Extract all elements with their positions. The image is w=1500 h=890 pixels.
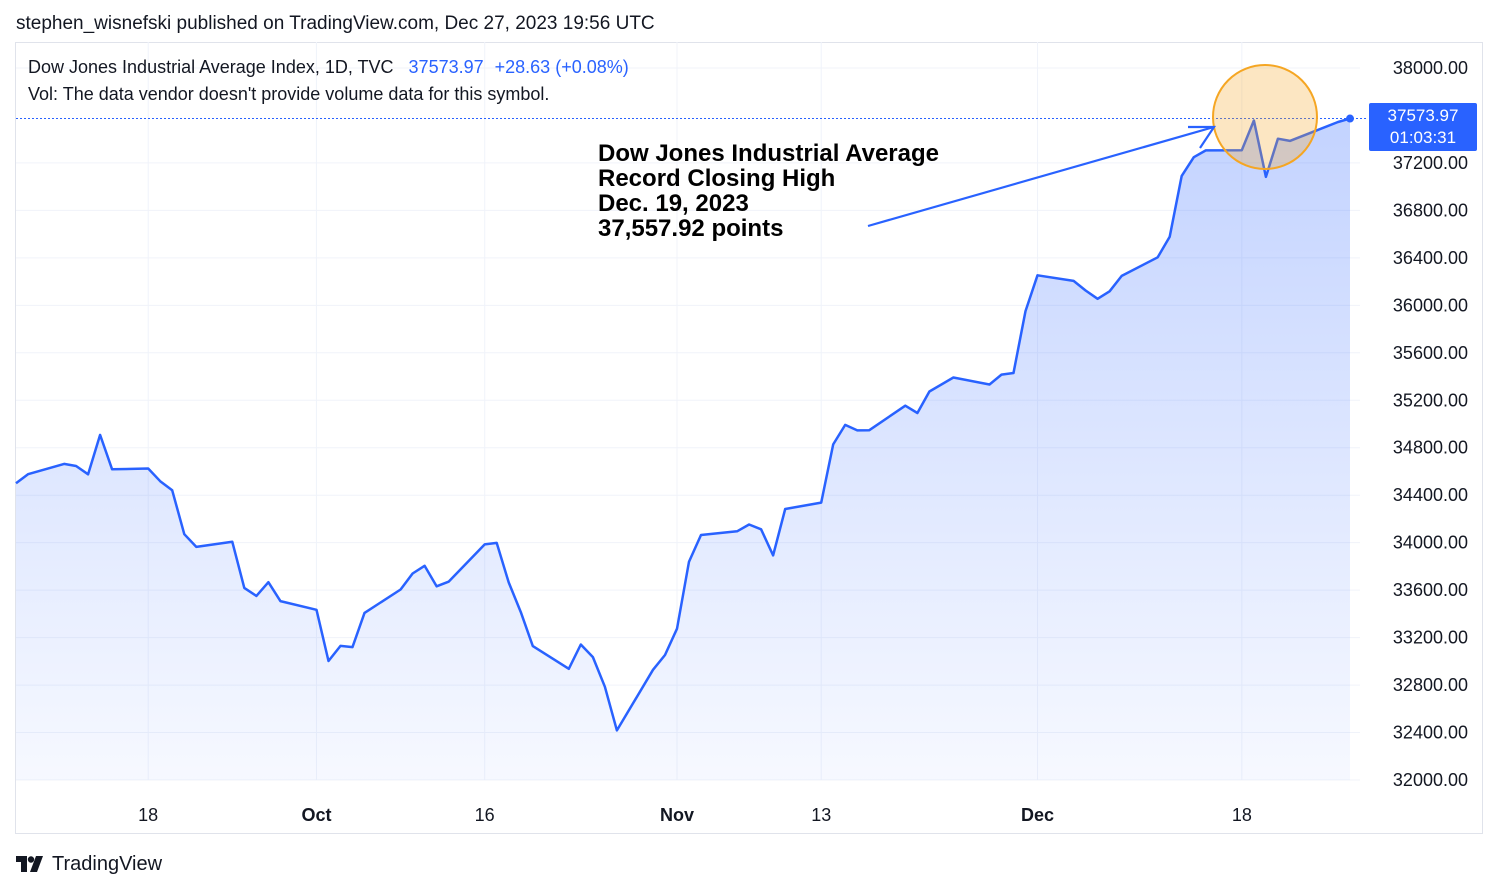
badge-price: 37573.97 bbox=[1387, 106, 1459, 125]
price-change: +28.63 (+0.08%) bbox=[494, 57, 629, 77]
price-axis: 38000.00 37200.00 36800.00 36400.00 36000.00… bbox=[1393, 58, 1468, 790]
badge-countdown: 01:03:31 bbox=[1389, 128, 1457, 147]
y-tick-label: 32400.00 bbox=[1393, 723, 1468, 743]
tradingview-logo[interactable]: TradingView bbox=[16, 851, 162, 877]
annotation-arrow bbox=[867, 125, 1217, 228]
annotation-line: 37,557.92 points bbox=[598, 215, 784, 242]
last-price-value: 37573.97 bbox=[408, 57, 484, 77]
y-tick-label: 37200.00 bbox=[1393, 153, 1468, 173]
symbol-name: Dow Jones Industrial Average Index, 1D, … bbox=[28, 57, 394, 77]
y-tick-label: 38000.00 bbox=[1393, 58, 1468, 78]
volume-note: Vol: The data vendor doesn't provide vol… bbox=[28, 84, 550, 104]
annotation-line: Record Closing High bbox=[598, 165, 836, 192]
y-tick-label: 34000.00 bbox=[1393, 533, 1468, 553]
y-tick-label: 36400.00 bbox=[1393, 248, 1468, 268]
y-tick-label: 33600.00 bbox=[1393, 580, 1468, 600]
record-high-annotation: Dow Jones Industrial Average Record Clos… bbox=[598, 141, 939, 241]
publisher-note: stephen_wisnefski published on TradingVi… bbox=[16, 13, 655, 34]
y-tick-label: 35600.00 bbox=[1393, 343, 1468, 363]
tradingview-logo-text: TradingView bbox=[52, 852, 163, 875]
last-price-dot bbox=[1346, 114, 1354, 123]
series-line bbox=[15, 117, 1351, 732]
y-tick-label: 33200.00 bbox=[1393, 628, 1468, 648]
x-tick-label: 18 bbox=[1232, 805, 1252, 825]
annotation-line: Dec. 19, 2023 bbox=[598, 190, 749, 217]
y-tick-label: 32800.00 bbox=[1393, 675, 1468, 695]
x-tick-label: Nov bbox=[660, 805, 694, 825]
y-tick-label: 32000.00 bbox=[1393, 770, 1468, 790]
x-tick-label: Oct bbox=[301, 805, 331, 825]
series-area-fill bbox=[16, 118, 1350, 781]
y-tick-label: 34800.00 bbox=[1393, 438, 1468, 458]
tradingview-logo-icon bbox=[16, 856, 43, 872]
y-tick-label: 36000.00 bbox=[1393, 295, 1468, 315]
x-tick-label: 13 bbox=[811, 805, 831, 825]
symbol-legend: Dow Jones Industrial Average Index, 1D, … bbox=[28, 57, 629, 78]
y-tick-label: 34400.00 bbox=[1393, 485, 1468, 505]
y-tick-label: 35200.00 bbox=[1393, 390, 1468, 410]
record-high-highlight-circle bbox=[1212, 64, 1318, 170]
chart-frame bbox=[15, 42, 1483, 834]
x-tick-label: 16 bbox=[475, 805, 495, 825]
last-price-badge: 37573.97 01:03:31 bbox=[1369, 103, 1477, 151]
y-tick-label: 36800.00 bbox=[1393, 200, 1468, 220]
x-tick-label: 18 bbox=[138, 805, 158, 825]
time-axis: 18 Oct 16 Nov 13 Dec 18 bbox=[138, 805, 1252, 825]
x-tick-label: Dec bbox=[1021, 805, 1054, 825]
annotation-line: Dow Jones Industrial Average bbox=[598, 140, 939, 167]
